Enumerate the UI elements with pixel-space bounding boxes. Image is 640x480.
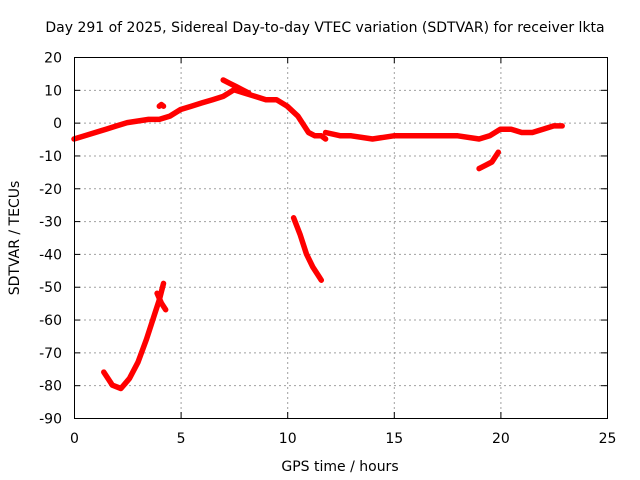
x-tick-label: 10: [279, 431, 297, 447]
series-main-arc: [71, 87, 329, 142]
series-afternoon-arc: [322, 123, 565, 142]
x-tick-label: 25: [599, 431, 617, 447]
plot-frame: [74, 57, 608, 419]
y-tick-label: -50: [39, 280, 62, 296]
y-tick-label: 20: [44, 51, 62, 67]
series-morning-spike: [156, 101, 167, 109]
y-axis-label: SDTVAR / TECUs: [7, 181, 23, 296]
series-deep-dip: [101, 280, 167, 392]
x-axis-label: GPS time / hours: [281, 459, 398, 475]
y-tick-label: -10: [39, 149, 62, 165]
y-tick-label: -20: [39, 182, 62, 198]
x-tick-label: 0: [70, 431, 79, 447]
y-tick-label: 0: [53, 116, 62, 132]
series-dip-cross: [154, 290, 169, 313]
x-tick-label: 5: [177, 431, 186, 447]
y-tick-label: -60: [39, 313, 62, 329]
axis-ticks: 0 5 10 15 20 25 20 10 0 -10 -20 -30 -40 -50 -60 -70 -80 -…: [39, 51, 616, 448]
chart-title: Day 291 of 2025, Sidereal Day-to-day VTE…: [45, 20, 604, 36]
y-tick-label: -90: [39, 412, 62, 428]
grid: [74, 57, 608, 419]
y-tick-label: -80: [39, 379, 62, 395]
y-tick-label: -30: [39, 215, 62, 231]
series-mid-dip: [290, 215, 325, 283]
series-high-segment: [220, 77, 252, 96]
y-tick-label: -70: [39, 346, 62, 362]
y-tick-label: -40: [39, 247, 62, 263]
x-tick-label: 15: [385, 431, 403, 447]
series-late-dip: [476, 149, 502, 172]
y-tick-label: 10: [44, 83, 62, 99]
series-group: [71, 77, 565, 392]
x-tick-label: 20: [492, 431, 510, 447]
